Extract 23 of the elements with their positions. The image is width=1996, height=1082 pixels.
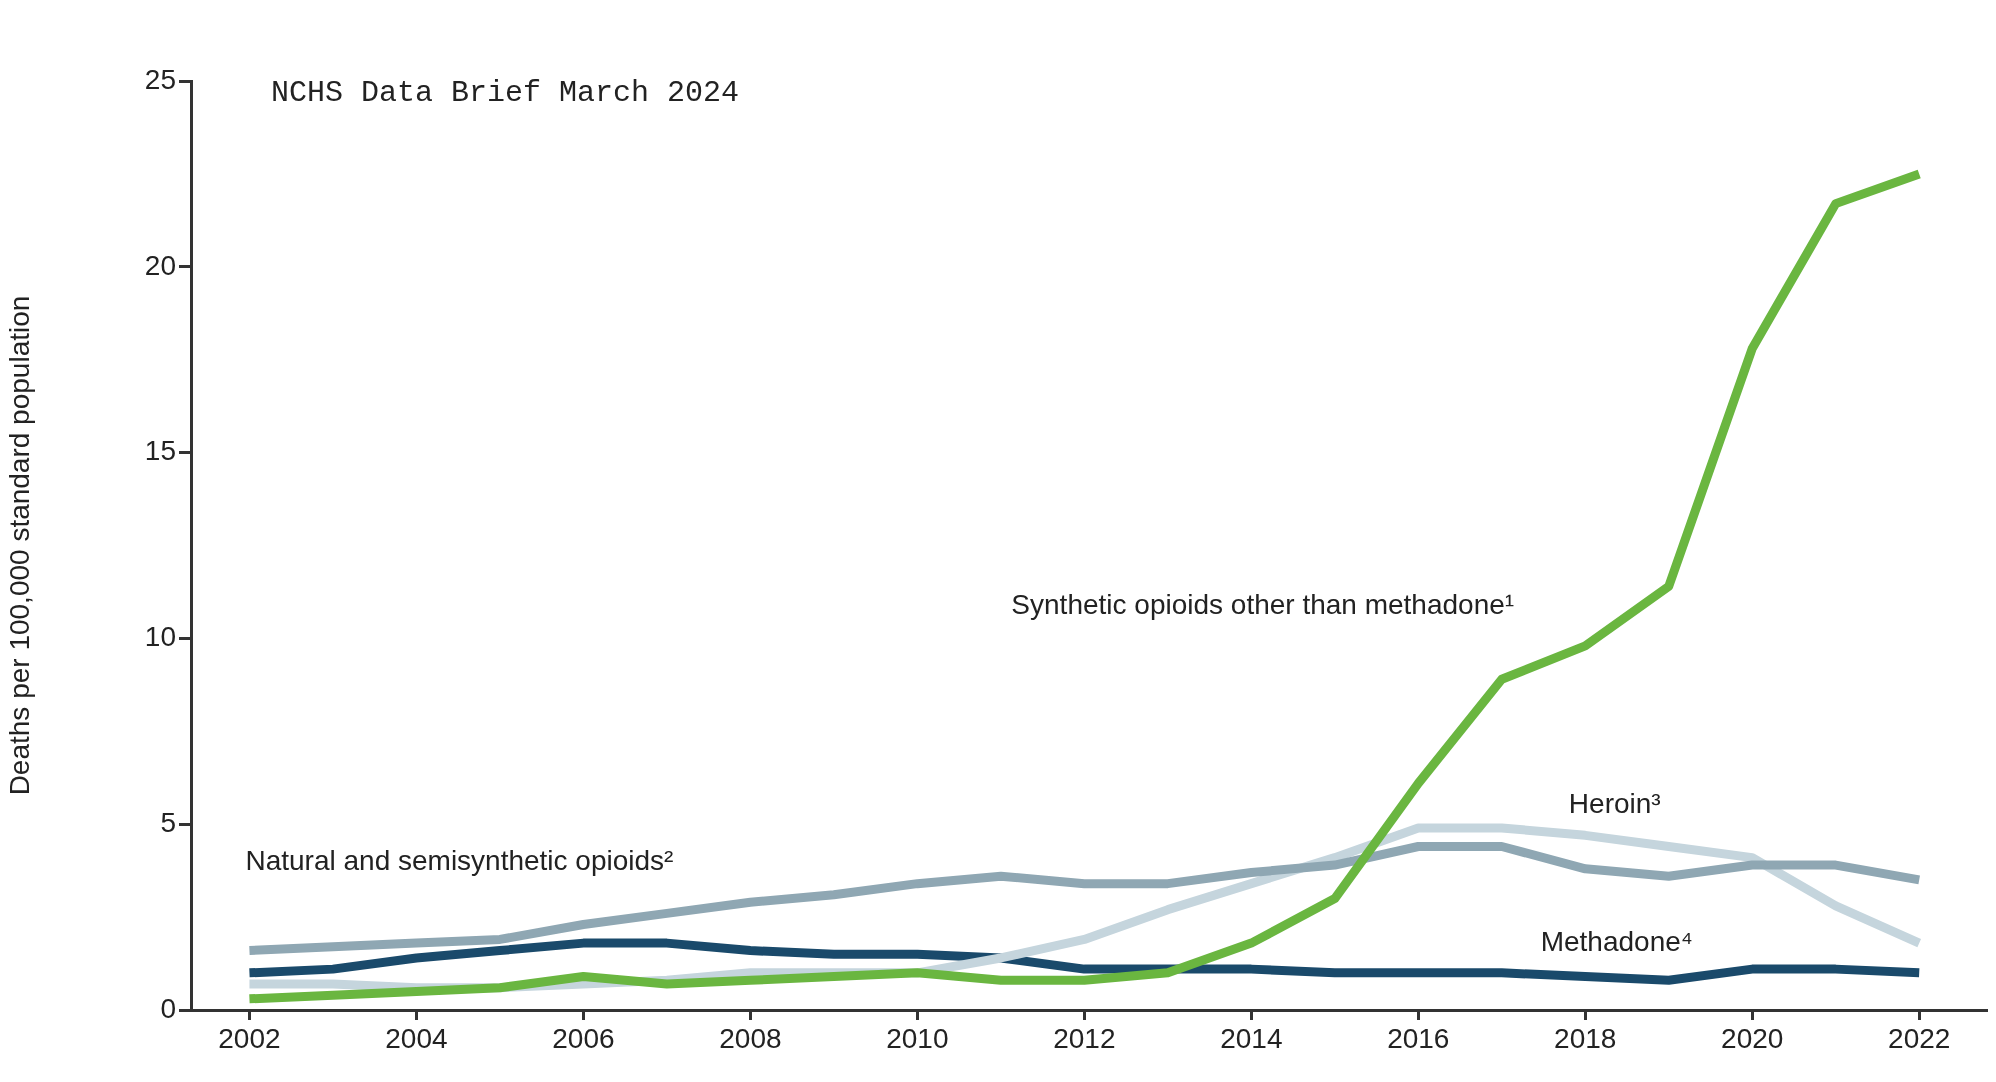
series-label: Methadone⁴ — [1540, 925, 1693, 957]
series-label: Natural and semisynthetic opioids² — [245, 845, 674, 877]
x-tick-label: 2004 — [385, 1022, 448, 1054]
y-axis-title: Deaths per 100,000 standard population — [3, 295, 35, 796]
x-tick-label: 2014 — [1220, 1022, 1283, 1054]
x-tick-label: 2020 — [1721, 1022, 1784, 1054]
y-tick-label: 20 — [144, 249, 176, 281]
y-tick-label: 10 — [144, 621, 176, 653]
x-tick-label: 2002 — [218, 1022, 281, 1054]
chart-title: NCHS Data Brief March 2024 — [271, 75, 740, 110]
x-tick-label: 2018 — [1554, 1022, 1617, 1054]
x-tick-label: 2010 — [886, 1022, 949, 1054]
y-tick-label: 0 — [160, 992, 176, 1024]
y-tick-label: 25 — [144, 63, 176, 95]
x-tick-label: 2012 — [1053, 1022, 1116, 1054]
x-tick-label: 2016 — [1387, 1022, 1450, 1054]
series-label: Heroin³ — [1568, 788, 1661, 820]
y-tick-label: 5 — [160, 806, 176, 838]
x-tick-label: 2008 — [719, 1022, 782, 1054]
x-tick-label: 2006 — [552, 1022, 615, 1054]
series-label: Synthetic opioids other than methadone¹ — [1011, 589, 1515, 621]
x-tick-label: 2022 — [1888, 1022, 1951, 1054]
y-tick-label: 15 — [144, 435, 176, 467]
